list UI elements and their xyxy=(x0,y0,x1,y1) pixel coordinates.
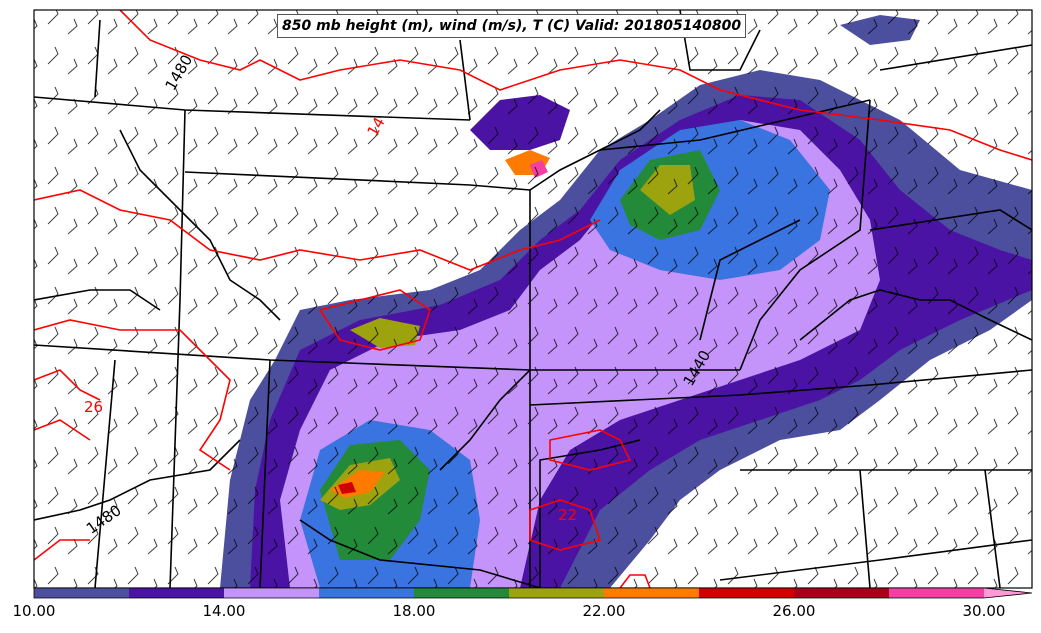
colorbar-segment xyxy=(794,588,890,598)
colorbar-tick-label: 14.00 xyxy=(202,602,246,620)
colorbar xyxy=(33,587,1033,599)
colorbar-segment xyxy=(414,588,510,598)
temperature-label-3: 22 xyxy=(558,506,577,524)
height-contours xyxy=(34,109,1032,521)
colorbar-segment xyxy=(319,588,415,598)
wind-barbs xyxy=(34,10,1032,588)
colorbar-segment xyxy=(224,588,320,598)
temperature-label-2: 26 xyxy=(84,398,103,416)
colorbar-segment xyxy=(34,588,130,598)
colorbar-segment xyxy=(889,588,985,598)
colorbar-tick-label: 30.00 xyxy=(962,602,1006,620)
colorbar-segment xyxy=(699,588,795,598)
state-borders xyxy=(34,10,1032,588)
colorbar-tick-label: 26.00 xyxy=(772,602,816,620)
colorbar-segment xyxy=(604,588,700,598)
colorbar-outline xyxy=(33,587,1033,599)
temperature-contours xyxy=(34,10,1032,588)
colorbar-segment xyxy=(509,588,605,598)
map-title: 850 mb height (m), wind (m/s), T (C) Val… xyxy=(277,14,747,38)
colorbar-segment xyxy=(129,588,225,598)
colorbar-tick-label: 10.00 xyxy=(12,602,56,620)
colorbar-extension xyxy=(984,588,1032,598)
colorbar-tick-label: 22.00 xyxy=(582,602,626,620)
colorbar-tick-label: 18.00 xyxy=(392,602,436,620)
